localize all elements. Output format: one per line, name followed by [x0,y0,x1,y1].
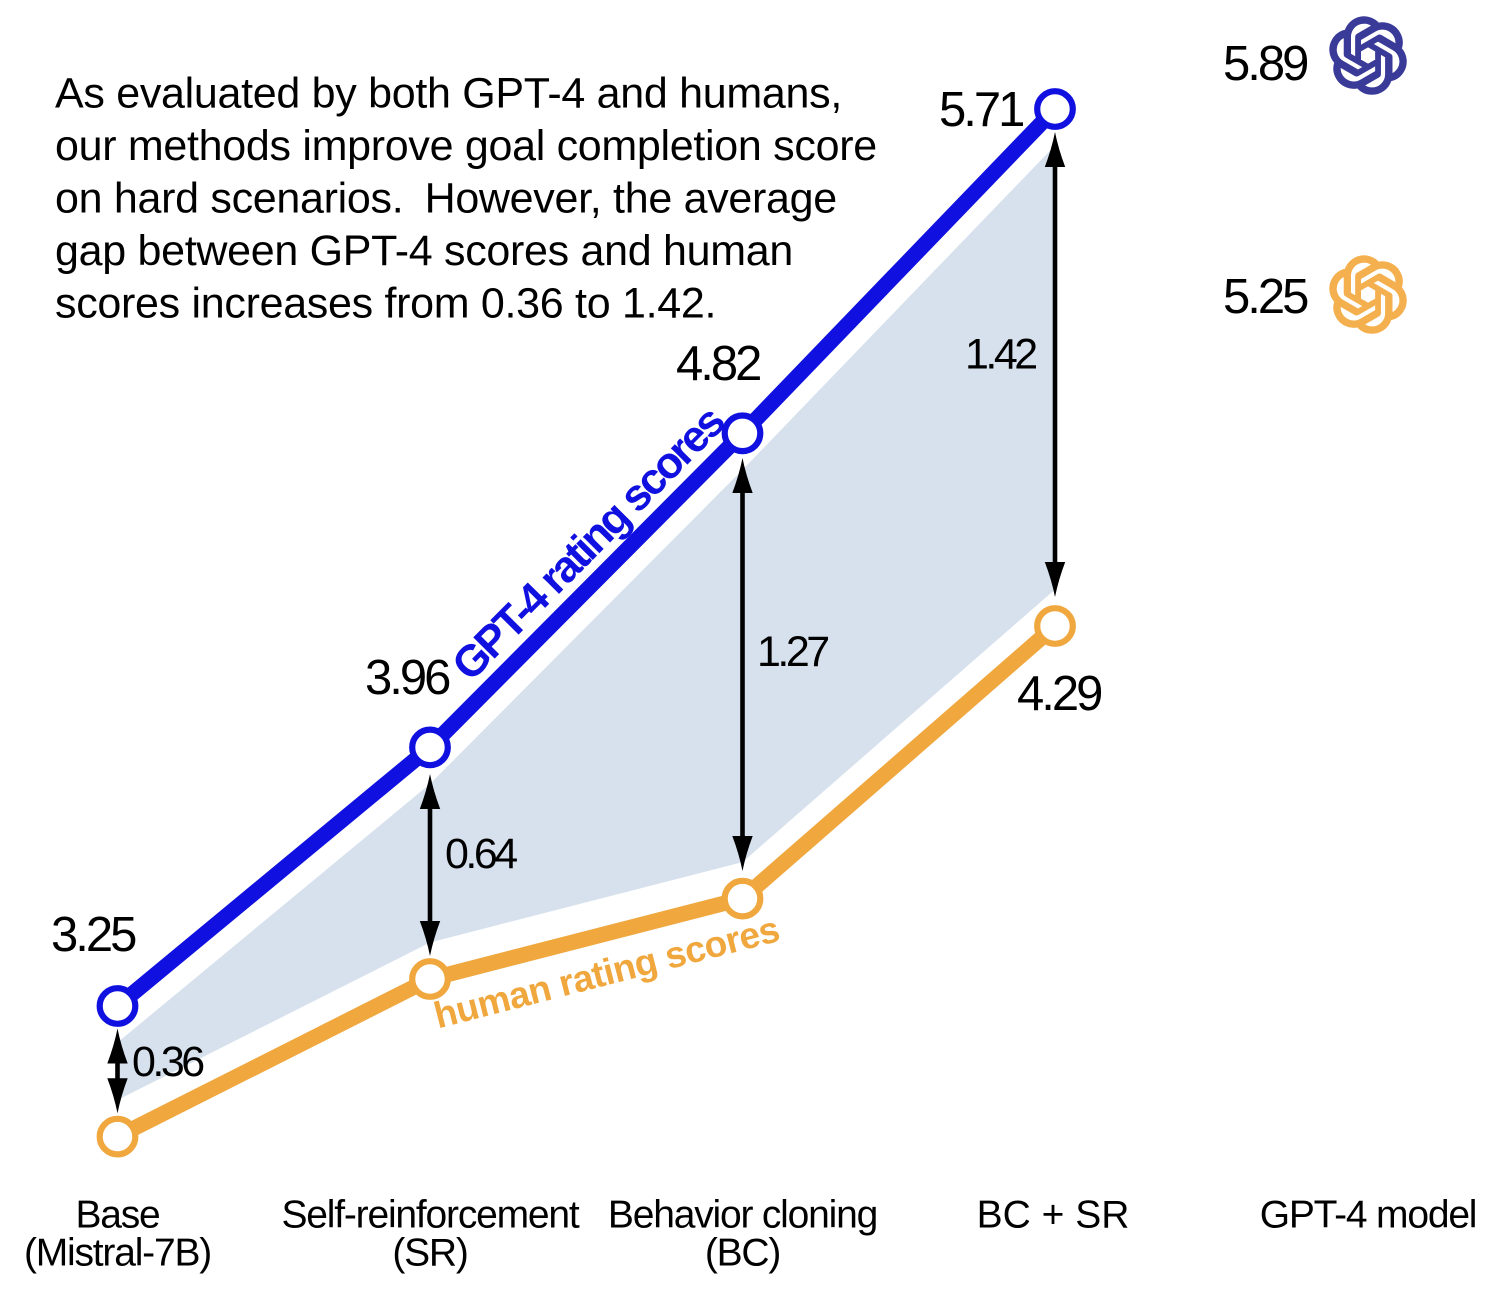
svg-text:GPT-4 model: GPT-4 model [1260,1194,1477,1237]
svg-text:(BC): (BC) [705,1232,780,1275]
svg-text:1.42: 1.42 [965,331,1036,379]
svg-text:(SR): (SR) [392,1232,467,1275]
svg-text:3.25: 3.25 [51,908,136,962]
svg-text:on hard scenarios. However, th: on hard scenarios. However, the average [55,175,837,223]
svg-text:Self-reinforcement: Self-reinforcement [281,1194,579,1237]
svg-text:gap between GPT-4 scores and h: gap between GPT-4 scores and human [55,227,793,275]
svg-text:0.64: 0.64 [445,830,517,878]
svg-text:scores increases from 0.36 to: scores increases from 0.36 to 1.42. [55,280,716,328]
svg-text:our methods improve goal compl: our methods improve goal completion scor… [55,122,877,170]
svg-text:3.96: 3.96 [365,651,450,705]
svg-text:5.25: 5.25 [1223,270,1308,324]
svg-text:5.89: 5.89 [1223,37,1307,91]
svg-text:4.82: 4.82 [676,337,760,391]
svg-text:BC + SR: BC + SR [977,1194,1130,1237]
svg-text:1.27: 1.27 [757,628,828,676]
svg-text:Base: Base [75,1194,159,1237]
svg-text:5.71: 5.71 [939,83,1023,137]
svg-text:0.36: 0.36 [132,1038,204,1086]
svg-text:As evaluated by both GPT-4 and: As evaluated by both GPT-4 and humans, [55,70,842,118]
svg-text:Behavior cloning: Behavior cloning [608,1194,877,1237]
svg-text:(Mistral-7B): (Mistral-7B) [24,1232,211,1275]
svg-text:4.29: 4.29 [1017,667,1101,721]
